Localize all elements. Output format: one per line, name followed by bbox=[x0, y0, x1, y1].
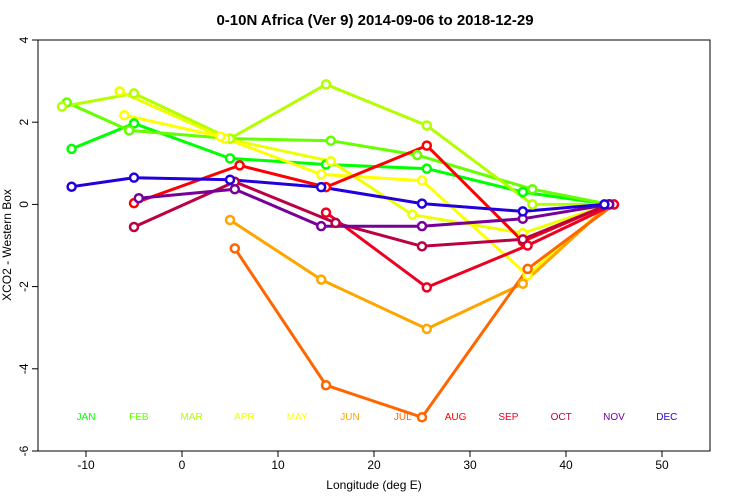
x-axis-label: Longitude (deg E) bbox=[326, 478, 421, 492]
data-point-oct bbox=[128, 221, 140, 233]
data-point-aug bbox=[421, 140, 433, 151]
series-line-aug bbox=[132, 144, 611, 243]
data-point-oct bbox=[330, 217, 341, 229]
data-point-mar bbox=[128, 88, 140, 99]
y-tick-label: -6 bbox=[17, 445, 31, 456]
data-point-jan bbox=[128, 118, 140, 129]
y-axis-label: XCO2 - Western Box bbox=[0, 189, 14, 301]
month-label-oct: OCT bbox=[551, 412, 572, 423]
data-point-may bbox=[416, 175, 428, 186]
data-point-may bbox=[215, 131, 226, 142]
x-tick-label: 10 bbox=[271, 458, 285, 472]
data-point-jan bbox=[224, 153, 236, 164]
series-line-jul bbox=[233, 202, 616, 419]
chart-title: 0-10N Africa (Ver 9) 2014-09-06 to 2018-… bbox=[216, 12, 533, 29]
x-axis: -10 0 10 20 30 40 50 bbox=[77, 451, 669, 472]
data-point-dec bbox=[599, 199, 610, 210]
month-label-dec: DEC bbox=[656, 412, 677, 423]
data-point-dec bbox=[315, 181, 327, 193]
data-point-oct bbox=[517, 234, 529, 245]
data-point-apr bbox=[114, 86, 125, 97]
month-label-sep: SEP bbox=[498, 412, 518, 423]
data-point-sep bbox=[421, 282, 433, 293]
y-tick-label: 4 bbox=[17, 36, 31, 43]
data-point-dec bbox=[416, 198, 428, 209]
data-point-jun bbox=[517, 278, 529, 289]
data-point-mar bbox=[320, 79, 332, 90]
data-point-dec bbox=[128, 172, 140, 183]
data-point-jul bbox=[229, 243, 241, 254]
data-point-nov bbox=[416, 220, 428, 232]
data-point-aug bbox=[234, 160, 245, 171]
data-point-feb bbox=[527, 183, 538, 195]
data-point-jun bbox=[421, 323, 433, 335]
x-tick-label: 20 bbox=[367, 458, 381, 472]
data-point-jun bbox=[315, 274, 327, 285]
series-lines bbox=[60, 82, 616, 419]
data-point-nov bbox=[315, 220, 327, 232]
data-point-mar bbox=[421, 120, 433, 131]
data-point-mar bbox=[527, 199, 538, 210]
month-label-may: MAY bbox=[287, 412, 308, 423]
data-point-may bbox=[315, 169, 327, 180]
month-labels: JAN FEB MAR APR MAY JUN JUL AUG SEP OCT NOV DEC bbox=[77, 412, 678, 423]
data-point-jul bbox=[320, 379, 332, 391]
data-point-nov bbox=[229, 183, 241, 195]
month-label-jul: JUL bbox=[394, 412, 412, 423]
x-tick-label: 0 bbox=[179, 458, 186, 472]
y-tick-label: -4 bbox=[17, 363, 31, 374]
month-label-feb: FEB bbox=[129, 412, 149, 423]
y-tick-label: -2 bbox=[17, 281, 31, 292]
series-line-may bbox=[122, 113, 611, 277]
data-point-dec bbox=[66, 181, 77, 192]
data-point-jun bbox=[224, 214, 236, 226]
x-tick-label: 30 bbox=[463, 458, 477, 472]
data-point-apr bbox=[407, 209, 418, 220]
series-line-apr bbox=[118, 89, 611, 235]
data-point-jan bbox=[421, 163, 433, 174]
month-label-nov: NOV bbox=[603, 412, 625, 423]
month-label-aug: AUG bbox=[445, 412, 467, 423]
data-point-apr bbox=[325, 155, 337, 167]
data-point-jul bbox=[522, 263, 533, 275]
data-point-sep bbox=[320, 207, 332, 218]
month-label-mar: MAR bbox=[180, 412, 202, 423]
series-line-nov bbox=[137, 187, 611, 228]
data-point-dec bbox=[224, 174, 236, 185]
plot-frame bbox=[37, 39, 711, 452]
x-tick-label: 50 bbox=[655, 458, 669, 472]
data-point-feb bbox=[411, 149, 423, 161]
data-point-mar bbox=[56, 101, 68, 112]
data-point-dec bbox=[517, 206, 529, 217]
month-label-jan: JAN bbox=[77, 412, 96, 423]
y-tick-label: 2 bbox=[17, 119, 31, 126]
y-axis: -6 -4 -2 0 2 4 bbox=[17, 36, 38, 456]
month-label-apr: APR bbox=[234, 412, 255, 423]
data-point-jan bbox=[66, 143, 77, 155]
y-tick-label: 0 bbox=[17, 201, 31, 208]
month-label-jun: JUN bbox=[340, 412, 359, 423]
data-point-oct bbox=[416, 241, 428, 252]
series-markers bbox=[56, 79, 620, 423]
data-point-may bbox=[119, 109, 130, 121]
x-tick-label: -10 bbox=[77, 458, 95, 472]
data-point-jan bbox=[517, 186, 529, 198]
data-point-feb bbox=[123, 125, 135, 136]
data-point-jul bbox=[416, 412, 428, 423]
x-tick-label: 40 bbox=[559, 458, 573, 472]
data-point-nov bbox=[133, 192, 145, 204]
series-line-sep bbox=[324, 202, 616, 289]
data-point-feb bbox=[325, 135, 337, 146]
